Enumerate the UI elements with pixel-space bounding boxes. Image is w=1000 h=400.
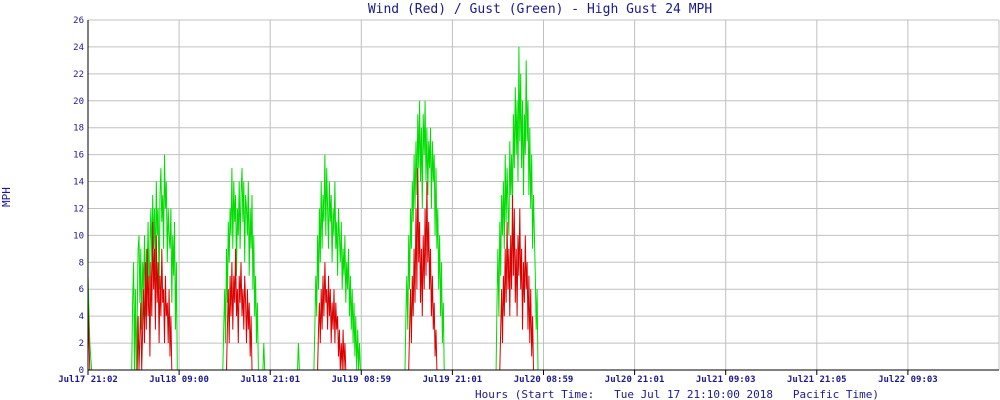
y-tick-label: 0	[79, 366, 84, 376]
wind-series-line	[87, 168, 537, 371]
y-tick-label: 4	[79, 312, 84, 322]
y-tick-label: 10	[73, 231, 84, 241]
y-tick-label: 26	[73, 16, 84, 26]
x-tick-label: Jul17 21:02	[58, 375, 118, 385]
y-tick-label: 20	[73, 97, 84, 107]
y-tick-label: 22	[73, 70, 84, 80]
y-tick-label: 18	[73, 124, 84, 134]
x-tick-label: Jul20 21:01	[605, 375, 665, 385]
x-tick-label: Jul20 08:59	[514, 375, 574, 385]
x-axis-label: Hours (Start Time: Tue Jul 17 21:10:00 2…	[475, 388, 879, 400]
x-tick-label: Jul18 09:00	[149, 375, 209, 385]
series-layer	[87, 46, 539, 371]
axis-layer	[87, 20, 999, 375]
y-tick-label: 8	[79, 258, 84, 268]
x-tick-label: Jul19 08:59	[331, 375, 391, 385]
chart-title: Wind (Red) / Gust (Green) - High Gust 24…	[368, 2, 712, 17]
y-tick-label: 16	[73, 151, 84, 161]
gust-series-line	[87, 46, 539, 371]
y-axis-label: MPH	[0, 187, 13, 207]
y-tick-label: 12	[73, 204, 84, 214]
y-tick-label: 14	[73, 178, 84, 188]
x-tick-label: Jul21 09:03	[696, 375, 756, 385]
x-tick-label: Jul19 21:01	[423, 375, 483, 385]
y-tick-label: 24	[73, 43, 84, 53]
x-tick-label: Jul21 21:05	[787, 375, 847, 385]
x-tick-label: Jul18 21:01	[240, 375, 300, 385]
x-tick-label: Jul22 09:03	[878, 375, 938, 385]
y-tick-label: 2	[79, 339, 84, 349]
y-tick-label: 6	[79, 285, 84, 295]
